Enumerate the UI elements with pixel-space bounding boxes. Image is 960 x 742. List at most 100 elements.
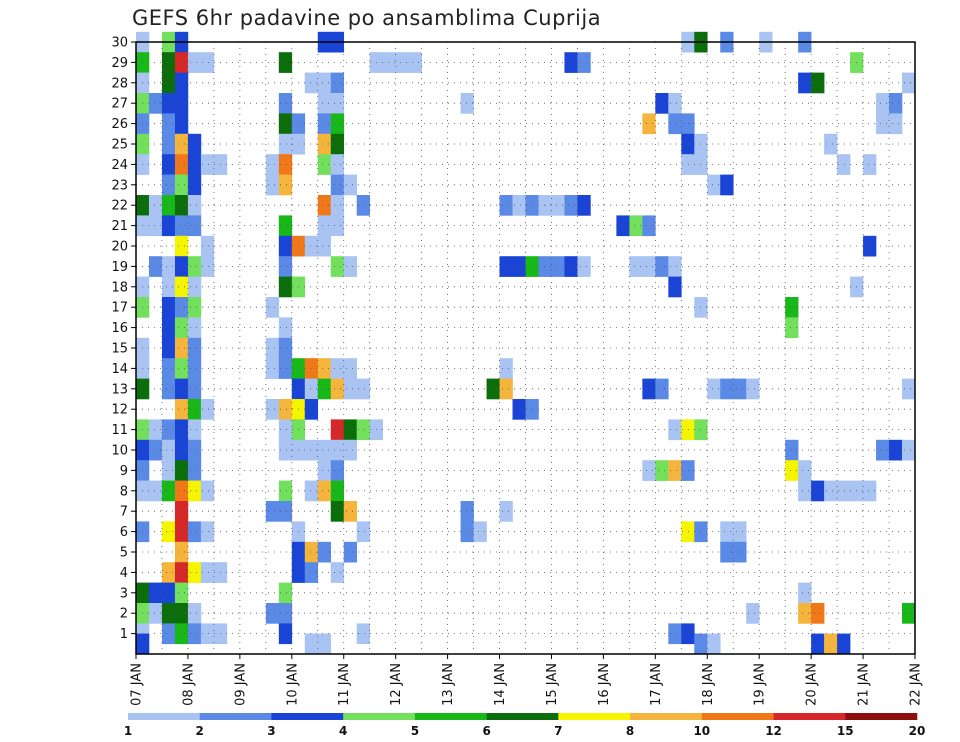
x-tick-label: 15 JAN xyxy=(545,663,560,706)
precip-cell xyxy=(642,113,656,135)
y-tick-label: 5 xyxy=(120,546,128,561)
precip-cell xyxy=(343,419,358,441)
x-tick-label: 22 JAN xyxy=(909,663,924,706)
precip-cell xyxy=(629,215,643,237)
precip-cell xyxy=(317,93,345,114)
precip-cell xyxy=(330,174,345,196)
precip-cell xyxy=(876,439,890,461)
y-tick-label: 8 xyxy=(120,484,128,499)
precip-cell xyxy=(200,480,215,502)
precip-cell xyxy=(174,256,189,277)
precip-cell xyxy=(304,541,319,563)
precip-cell xyxy=(174,337,189,359)
colorbar-label: 4 xyxy=(339,724,347,738)
y-tick-label: 13 xyxy=(111,382,128,397)
precip-cell xyxy=(161,480,176,502)
precip-cell xyxy=(681,521,695,543)
precip-cell xyxy=(642,215,656,237)
precip-cell xyxy=(187,337,202,359)
precip-cell xyxy=(668,93,682,114)
precip-cell xyxy=(148,582,163,604)
precip-cell xyxy=(187,378,202,400)
precip-cell xyxy=(304,358,319,379)
chart-title: GEFS 6hr padavine po ansamblima Cuprija xyxy=(132,6,602,30)
precip-cell xyxy=(499,378,513,400)
precip-cell xyxy=(174,154,189,175)
precip-cell xyxy=(174,235,189,257)
precip-cell xyxy=(161,52,176,73)
precip-cell xyxy=(148,195,163,216)
precip-cell xyxy=(161,521,176,543)
precip-cell xyxy=(161,378,176,400)
precip-cell xyxy=(902,378,916,400)
colorbar-swatch xyxy=(128,713,201,720)
precip-cell xyxy=(161,419,176,441)
precip-cell xyxy=(187,521,202,543)
precip-cell xyxy=(317,215,345,237)
precip-cell xyxy=(330,256,345,277)
precip-cell xyxy=(538,256,565,277)
x-tick-label: 13 JAN xyxy=(441,663,456,706)
precip-cell xyxy=(187,256,202,277)
precip-cell xyxy=(304,378,319,400)
precip-cell xyxy=(265,399,280,420)
precip-cell xyxy=(824,133,838,155)
colorbar-label: 20 xyxy=(909,724,926,738)
precip-cell xyxy=(330,501,345,522)
precip-cell xyxy=(200,256,215,277)
colorbar-label: 6 xyxy=(482,724,490,738)
precip-cell xyxy=(200,235,215,257)
y-tick-label: 12 xyxy=(111,403,128,418)
precip-cell xyxy=(564,52,578,73)
precip-cell xyxy=(174,195,189,216)
precip-cell xyxy=(187,460,202,481)
precip-cell xyxy=(330,460,345,481)
precip-cell xyxy=(330,72,345,94)
colorbar: 1 2 3 4 5 6 7 8 10 12 15 20 xyxy=(124,713,926,738)
precip-cell xyxy=(161,174,176,196)
precip-cell xyxy=(304,72,332,94)
precip-cell xyxy=(317,133,332,155)
precip-cell xyxy=(317,541,332,563)
precip-cell xyxy=(265,603,293,624)
x-tick-label: 21 JAN xyxy=(857,663,872,706)
grid-layer xyxy=(136,41,915,654)
precip-cell xyxy=(174,439,189,461)
precip-cell xyxy=(161,460,176,481)
y-tick-label: 9 xyxy=(120,464,128,479)
precip-cell xyxy=(837,633,851,655)
y-tick-label: 19 xyxy=(111,260,128,275)
precip-cell xyxy=(174,52,189,73)
colorbar-label: 8 xyxy=(626,724,634,738)
precip-cell xyxy=(460,93,474,114)
x-tick-label: 07 JAN xyxy=(130,663,145,706)
precip-cell xyxy=(902,439,916,461)
y-tick-label: 7 xyxy=(120,505,128,520)
precip-cell xyxy=(668,460,682,481)
precip-cell xyxy=(889,93,903,114)
precip-cell xyxy=(512,399,526,420)
precip-cell xyxy=(798,72,812,94)
precip-cell xyxy=(616,215,630,237)
colorbar-label: 3 xyxy=(267,724,275,738)
precip-cell xyxy=(668,419,682,441)
precip-cell xyxy=(136,480,163,502)
x-tick-label: 16 JAN xyxy=(597,663,612,706)
precip-cell xyxy=(174,358,189,379)
colorbar-swatch xyxy=(486,713,559,720)
precip-cell xyxy=(317,154,332,175)
y-tick-label: 20 xyxy=(111,240,128,255)
precip-cell xyxy=(473,521,487,543)
y-tick-label: 16 xyxy=(111,321,128,336)
precip-cell xyxy=(265,154,280,175)
precip-cell xyxy=(876,93,890,114)
precip-cell xyxy=(161,562,176,583)
precip-cell xyxy=(148,419,163,441)
precip-cell xyxy=(161,297,176,318)
precip-cell xyxy=(330,378,345,400)
precip-cell xyxy=(577,256,591,277)
precip-cell xyxy=(304,562,319,583)
x-tick-label: 19 JAN xyxy=(753,663,768,706)
precip-cell xyxy=(369,52,422,73)
x-tick-label: 17 JAN xyxy=(649,663,664,706)
